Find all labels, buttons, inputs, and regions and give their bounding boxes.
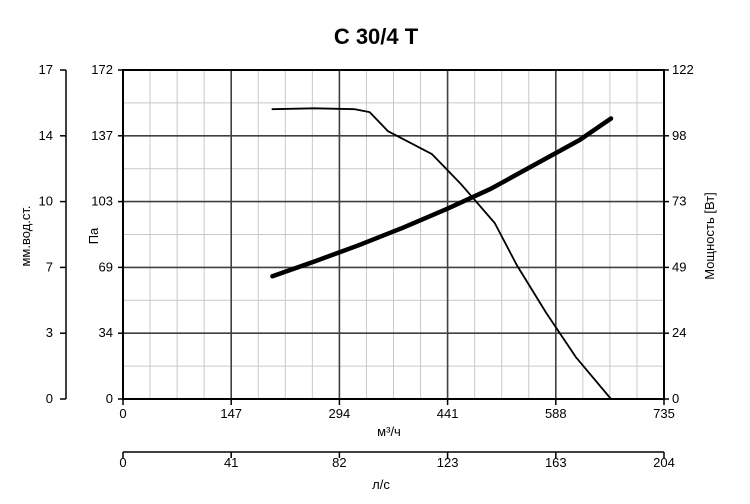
pressure-curve-line: [271, 107, 612, 400]
y2-tick-label: 98: [672, 128, 686, 143]
series-group: [270, 107, 614, 400]
x2-tick-label: 204: [653, 455, 675, 470]
y-axis-label-pa: Па: [86, 227, 101, 244]
chart-title: C 30/4 T: [334, 24, 419, 49]
y-left-tick-label: 17: [39, 62, 53, 77]
power-curve-line: [270, 116, 614, 279]
y-left-tick-label: 10: [39, 194, 53, 209]
y-tick-label: 69: [99, 259, 113, 274]
grid-minor: [123, 70, 664, 399]
x-tick-label: 588: [545, 406, 567, 421]
x2-tick-label: 0: [119, 455, 126, 470]
y-left-tick-label: 3: [46, 325, 53, 340]
y2-tick-label: 0: [672, 391, 679, 406]
y-left-tick-label: 0: [46, 391, 53, 406]
y-tick-label: 34: [99, 325, 113, 340]
y-left-tick-label: 7: [46, 259, 53, 274]
x-tick-label: 735: [653, 406, 675, 421]
x2-tick-label: 163: [545, 455, 567, 470]
grid-major: [123, 70, 664, 399]
y2-tick-label: 49: [672, 259, 686, 274]
x2-tick-label: 82: [332, 455, 346, 470]
y-axis-label-mm: мм.вод.ст.: [18, 205, 33, 266]
y2-axis-label: Мощность [Вт]: [702, 192, 717, 280]
x-axis-label: м³/ч: [377, 424, 401, 439]
plot-frame: [122, 69, 665, 400]
x2-tick-label: 41: [224, 455, 238, 470]
y2-tick-label: 122: [672, 62, 694, 77]
y-left-tick-label: 14: [39, 128, 53, 143]
x2-tick-label: 123: [437, 455, 459, 470]
x-tick-label: 0: [119, 406, 126, 421]
x-tick-label: 294: [329, 406, 351, 421]
y-tick-label: 103: [91, 194, 113, 209]
y2-tick-label: 73: [672, 194, 686, 209]
y-tick-label: 0: [106, 391, 113, 406]
y-tick-label: 137: [91, 128, 113, 143]
x-tick-label: 441: [437, 406, 459, 421]
y-tick-label: 172: [91, 62, 113, 77]
x-tick-label: 147: [220, 406, 242, 421]
y2-tick-label: 24: [672, 325, 686, 340]
x2-axis-label: л/с: [372, 477, 390, 492]
